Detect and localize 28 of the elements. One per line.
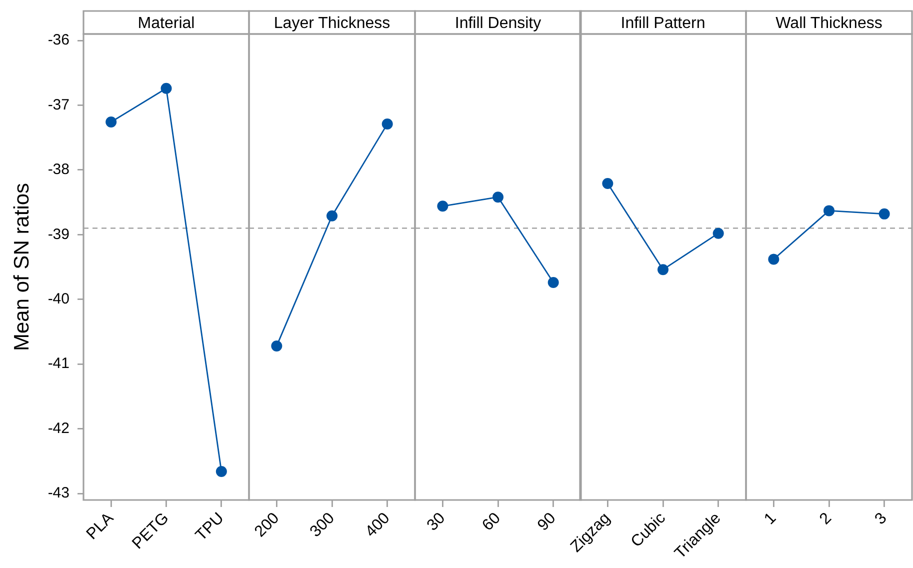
- x-tick-label: 400: [362, 510, 394, 541]
- y-axis-title: Mean of SN ratios: [10, 182, 34, 352]
- y-tick-label: -39: [48, 226, 70, 243]
- point: [106, 116, 117, 128]
- x-tick-label: 200: [252, 510, 283, 541]
- x-tick-label: 90: [534, 510, 559, 534]
- chart-title: Layer Thickness: [274, 14, 390, 32]
- y-tick-label: -41: [48, 355, 70, 372]
- point: [216, 466, 227, 478]
- chart-title: Material: [138, 14, 195, 32]
- y-tick-label: -40: [48, 290, 70, 308]
- y-tick-label: -36: [48, 32, 70, 49]
- x-tick-label: 30: [424, 510, 448, 534]
- y-tick-label: -37: [48, 96, 70, 114]
- x-tick-label: 60: [478, 510, 504, 534]
- chart-title: Wall Thickness: [775, 14, 882, 32]
- y-tick-label: -42: [48, 420, 70, 437]
- y-tick-label: -43: [48, 484, 70, 502]
- x-tick-label: 1: [760, 510, 780, 528]
- chart-title: Infill Pattern: [620, 14, 706, 32]
- x-tick-label: PLA: [84, 509, 118, 544]
- point: [160, 82, 172, 94]
- x-tick-label: 300: [307, 510, 338, 541]
- x-tick-label: 2: [816, 510, 835, 528]
- x-tick-label: 3: [871, 510, 890, 528]
- x-tick-label: TPU: [192, 510, 228, 544]
- y-tick-label: -38: [48, 161, 70, 178]
- chart-title: Infill Density: [454, 14, 541, 32]
